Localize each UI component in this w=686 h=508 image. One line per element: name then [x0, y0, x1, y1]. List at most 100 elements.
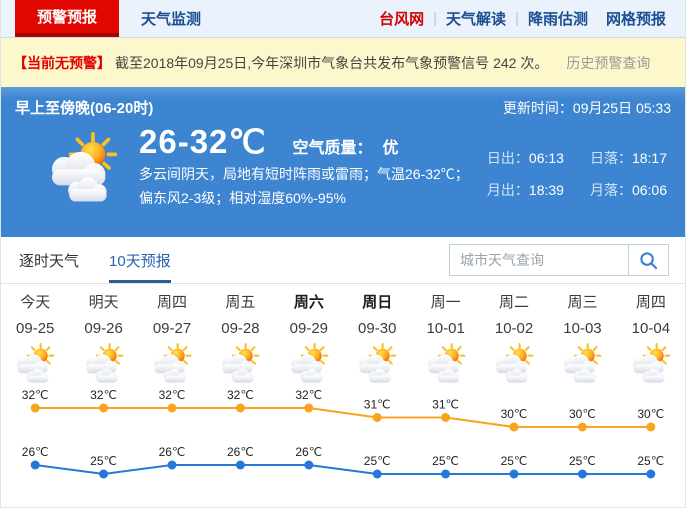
temp-label-low: 25℃ [90, 454, 117, 468]
day-label: 周一 [430, 294, 461, 311]
day-date: 09-30 [358, 320, 397, 337]
nav-divider: | [433, 10, 438, 27]
search-input[interactable] [450, 245, 628, 275]
forecast-days: 今天 09-25 明天 09-26 周四 09-27 周五 09-28 周六 09-29 周日 09-… [1, 292, 685, 389]
forecast-column[interactable]: 周三 10-03 [548, 292, 616, 389]
temperature-chart: 32℃ 32℃ 32℃ 32℃ 32℃ 31℃ 31℃ 30℃ 30℃ 30℃ 26℃ 25℃ 26℃ 2… [22, 389, 664, 479]
sunset-label: 日落： [589, 150, 632, 166]
sun-cloud-icon [491, 343, 537, 384]
sun-cloud-icon [81, 343, 127, 384]
temp-point-low [304, 460, 314, 470]
air-quality: 空气质量： 优 [292, 134, 398, 158]
day-date: 09-27 [152, 320, 192, 337]
forecast-column[interactable]: 今天 09-25 [1, 292, 69, 389]
tab-ten-day-forecast[interactable]: 10天预报 [109, 237, 171, 283]
day-date: 09-28 [221, 320, 260, 337]
temperature-range: 26-32℃ [139, 123, 267, 160]
forecast-tabs: 逐时天气 10天预报 [19, 237, 201, 283]
temp-label-high: 32℃ [90, 389, 117, 402]
sunrise-label: 日出： [486, 150, 529, 166]
temp-label-low: 25℃ [569, 454, 596, 468]
temp-label-low: 25℃ [364, 454, 391, 468]
period-title: 早上至傍晚(06-20时) [15, 100, 154, 117]
day-label: 周三 [567, 294, 598, 311]
sunset-value: 18:17 [631, 150, 667, 166]
temp-label-high: 30℃ [637, 407, 664, 421]
day-label: 周六 [293, 294, 324, 311]
temp-point-high [304, 403, 314, 413]
moonset: 月落：06:06 [590, 180, 667, 200]
temp-label-low: 25℃ [637, 454, 664, 468]
temp-point-low [577, 469, 587, 479]
temp-label-high: 32℃ [22, 389, 49, 402]
temp-point-high [99, 403, 109, 413]
moonrise: 月出：18:39 [487, 180, 564, 200]
temp-label-low: 26℃ [227, 445, 254, 459]
day-label: 明天 [88, 294, 119, 311]
temp-label-high: 32℃ [295, 389, 322, 402]
link-typhoon-net[interactable]: 台风网 [379, 11, 425, 28]
temp-point-low [99, 469, 109, 479]
temp-label-high: 32℃ [159, 389, 186, 402]
forecast-column[interactable]: 周日 09-30 [343, 292, 411, 389]
link-weather-interpretation[interactable]: 天气解读 [446, 11, 507, 28]
forecast-column[interactable]: 明天 09-26 [69, 292, 137, 389]
alert-text: 截至2018年09月25日,今年深圳市气象台共发布气象预警信号 242 次。 [115, 54, 549, 71]
temp-point-low [372, 469, 382, 479]
forecast-column[interactable]: 周二 10-02 [480, 292, 548, 389]
temp-point-high [372, 413, 382, 422]
tab-warning-forecast[interactable]: 预警预报 [15, 0, 120, 37]
temp-label-low: 26℃ [159, 445, 186, 459]
forecast-column[interactable]: 周四 10-04 [617, 292, 685, 389]
sun-cloud-icon [43, 132, 123, 204]
sun-cloud-icon [628, 343, 674, 384]
sun-cloud-icon [286, 343, 332, 384]
forecast-column[interactable]: 周一 10-01 [411, 292, 479, 389]
temp-label-high: 32℃ [227, 389, 254, 402]
search-button[interactable] [628, 245, 668, 275]
day-date: 09-25 [16, 320, 55, 337]
tab-hourly-weather[interactable]: 逐时天气 [19, 252, 80, 270]
forecast-column[interactable]: 周五 09-28 [206, 292, 274, 389]
temp-label-low: 26℃ [22, 445, 49, 459]
sunset: 日落：18:17 [590, 148, 667, 168]
temp-point-low [167, 460, 177, 470]
search-icon [640, 251, 658, 269]
hero-body: 26-32℃ 空气质量： 优 多云间阴天，局地有短时阵雨或雷雨；气温26-32℃；… [15, 120, 671, 209]
update-time-label: 更新时间： [502, 99, 573, 116]
sun-cloud-icon [149, 343, 195, 384]
top-nav: 预警预报 天气监测 台风网 | 天气解读 | 降雨估测 网格预报 [1, 0, 685, 38]
temp-label-low: 26℃ [295, 445, 322, 459]
temp-point-low [646, 469, 656, 479]
sun-cloud-icon [559, 343, 605, 384]
day-label: 周四 [635, 294, 666, 311]
nav-divider: | [515, 10, 519, 27]
link-grid-forecast[interactable]: 网格预报 [605, 11, 666, 28]
forecast-column[interactable]: 周六 09-29 [275, 292, 343, 389]
day-label: 今天 [20, 294, 51, 311]
temp-row: 26-32℃ 空气质量： 优 [139, 122, 469, 161]
city-search [449, 244, 669, 276]
moonrise-value: 18:39 [528, 182, 564, 198]
sun-cloud-icon [423, 343, 469, 384]
temp-label-high: 30℃ [569, 407, 596, 421]
day-date: 09-26 [84, 320, 123, 337]
link-rain-estimation[interactable]: 降雨估测 [527, 11, 588, 28]
temp-point-low [30, 460, 40, 470]
temp-point-low [235, 460, 245, 470]
update-time: 更新时间：09月25日 05:33 [503, 98, 671, 118]
moonset-label: 月落： [589, 182, 632, 198]
forecast-column[interactable]: 周四 09-27 [138, 292, 206, 389]
current-weather-panel: 早上至傍晚(06-20时) 更新时间：09月25日 05:33 26-32℃ 空… [1, 87, 685, 237]
tab-weather-monitoring[interactable]: 天气监测 [141, 11, 202, 28]
nav-links: 台风网 | 天气解读 | 降雨估测 网格预报 [370, 0, 685, 37]
day-date: 09-29 [289, 320, 329, 337]
day-date: 10-03 [563, 320, 602, 337]
temp-point-high [167, 403, 177, 413]
temp-point-high [509, 422, 519, 432]
day-label: 周五 [225, 294, 256, 311]
weather-description-line2: 偏东风2-3级；相对湿度60%-95% [139, 190, 346, 206]
air-quality-value: 优 [382, 140, 399, 157]
day-label: 周日 [362, 294, 393, 311]
history-warning-link[interactable]: 历史预警查询 [566, 54, 651, 71]
